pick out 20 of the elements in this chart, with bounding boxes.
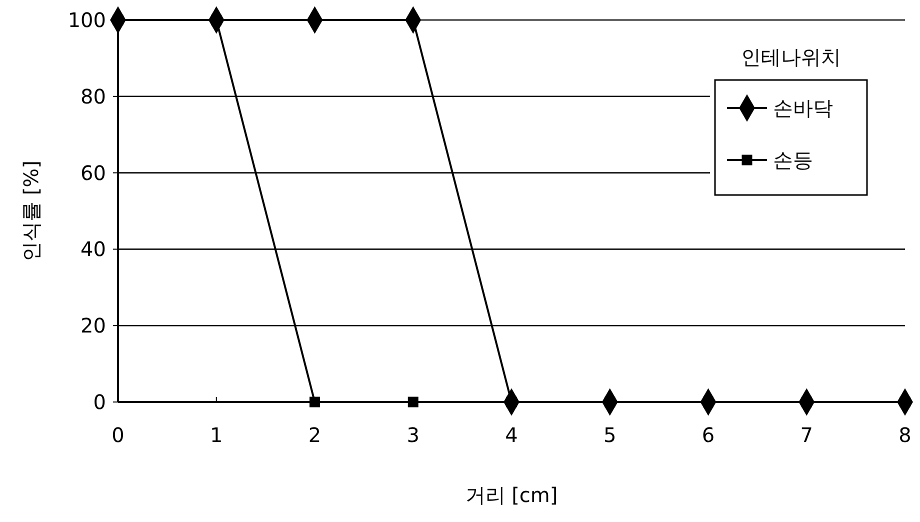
x-tick-label: 5 (604, 423, 616, 447)
y-tick-label: 60 (80, 160, 106, 185)
x-tick-label: 1 (210, 423, 223, 447)
x-tick-label: 3 (406, 423, 420, 447)
y-axis-title: 인식률 [%] (19, 160, 43, 262)
x-tick-label: 8 (898, 423, 912, 447)
y-tick-label: 0 (93, 390, 106, 414)
y-tick-label: 100 (68, 8, 106, 32)
legend-label: 손등 (773, 148, 813, 172)
y-tick-label: 40 (80, 237, 106, 262)
x-tick-label: 7 (800, 423, 813, 447)
x-tick-label: 0 (112, 423, 124, 447)
x-tick-label: 2 (308, 423, 322, 447)
x-axis-title: 거리 [cm] (465, 483, 558, 507)
y-tick-label: 80 (80, 84, 106, 108)
x-tick-label: 4 (505, 423, 518, 447)
legend-title: 인테나위치 (741, 45, 841, 69)
x-tick-label: 6 (702, 423, 715, 447)
legend-label: 손바닥 (773, 96, 833, 120)
y-tick-label: 20 (80, 314, 106, 338)
